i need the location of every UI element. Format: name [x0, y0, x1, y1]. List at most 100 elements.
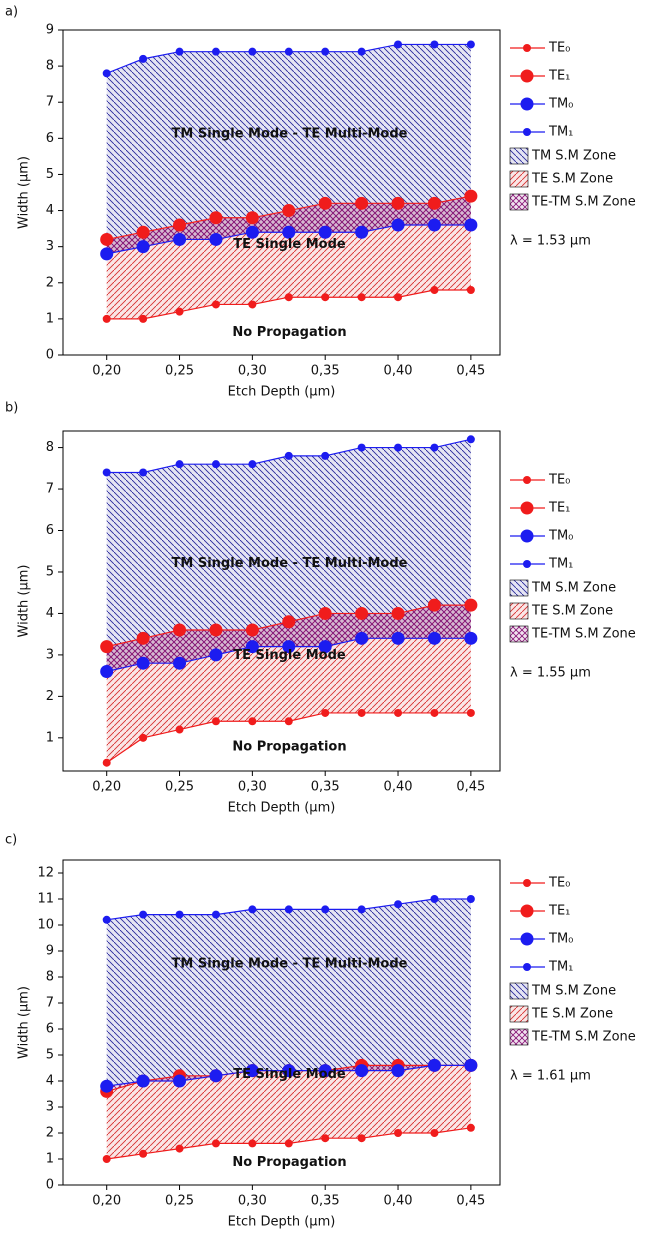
data-point [355, 631, 369, 645]
data-point [248, 47, 257, 56]
wavelength-label: λ = 1.55 µm [510, 666, 591, 681]
data-point [355, 1064, 369, 1078]
x-tick-label: 0,20 [92, 364, 121, 379]
zone-fill [106, 44, 471, 254]
data-point [173, 232, 187, 246]
data-point [321, 905, 330, 914]
data-point [321, 451, 330, 460]
plot-frame [62, 29, 501, 356]
x-tick-label: 0,40 [384, 1194, 413, 1209]
data-point [321, 293, 330, 302]
data-point [248, 1139, 257, 1148]
data-point [318, 640, 332, 654]
x-tick-label: 0,40 [384, 364, 413, 379]
data-point [430, 443, 439, 452]
data-point [284, 47, 293, 56]
data-point [282, 1064, 296, 1078]
data-point [284, 1139, 293, 1148]
data-point [394, 443, 403, 452]
data-point [209, 232, 223, 246]
legend-label: TE₀ [548, 41, 570, 56]
data-point [248, 300, 257, 309]
legend-label: TM₁ [548, 125, 573, 140]
legend-marker [520, 904, 534, 918]
annotation: TM Single Mode - TE Multi-Mode [172, 957, 408, 972]
data-point [211, 47, 220, 56]
y-tick-label: 0 [46, 1178, 54, 1193]
data-point [102, 915, 111, 924]
x-tick-label: 0,40 [384, 780, 413, 795]
annotation: TE Single Mode [233, 1067, 346, 1082]
y-tick-label: 5 [46, 167, 54, 182]
data-point [394, 900, 403, 909]
x-tick-label: 0,25 [165, 364, 194, 379]
data-point [427, 598, 441, 612]
legend-swatch [509, 147, 529, 165]
legend-swatch [509, 579, 529, 597]
data-point [100, 232, 114, 246]
y-tick-label: 1 [46, 311, 54, 326]
annotation: No Propagation [232, 1155, 346, 1170]
legend-marker [520, 97, 534, 111]
data-point [427, 631, 441, 645]
x-tick-label: 0,45 [456, 364, 485, 379]
data-point [209, 623, 223, 637]
legend-swatch [509, 193, 529, 211]
data-point [430, 286, 439, 294]
data-point [430, 40, 439, 49]
data-point [102, 69, 111, 78]
legend-marker [523, 560, 531, 568]
legend-marker [523, 963, 531, 971]
data-point [464, 189, 478, 203]
data-point [391, 631, 405, 645]
legend-label: TE S.M Zone [531, 172, 613, 187]
data-point [102, 314, 111, 323]
legend-marker [520, 932, 534, 946]
data-point [209, 211, 223, 225]
legend-swatch [509, 625, 529, 643]
zone-fill [106, 899, 471, 1087]
data-point [391, 196, 405, 210]
data-point [318, 196, 332, 210]
data-point [175, 460, 184, 469]
legend-label: TE-TM S.M Zone [531, 627, 636, 642]
y-tick-label: 2 [46, 1126, 54, 1141]
y-tick-label: 6 [46, 1022, 54, 1037]
legend-label: TE₁ [548, 904, 570, 919]
zone-fill [106, 1065, 471, 1159]
data-point [139, 314, 148, 323]
data-point [245, 623, 259, 637]
legend-label: TM₀ [548, 932, 573, 947]
data-point [173, 1074, 187, 1088]
data-point [173, 218, 187, 232]
data-point [357, 293, 366, 302]
data-point [394, 1129, 403, 1137]
plot-frame [62, 859, 501, 1186]
data-point [427, 218, 441, 232]
y-tick-label: 6 [46, 131, 54, 146]
x-axis-label: Etch Depth (µm) [228, 1215, 336, 1230]
plot-frame [62, 430, 501, 772]
legend-label: TM₁ [548, 557, 573, 572]
x-tick-label: 0,25 [165, 1194, 194, 1209]
data-point [209, 1069, 223, 1083]
annotation: No Propagation [232, 325, 346, 340]
y-tick-label: 7 [46, 482, 54, 497]
data-point [211, 717, 220, 726]
y-tick-label: 8 [46, 59, 54, 74]
y-tick-label: 2 [46, 689, 54, 704]
data-point [248, 717, 257, 726]
x-tick-label: 0,35 [311, 1194, 340, 1209]
legend-label: TE-TM S.M Zone [531, 195, 636, 210]
data-point [102, 468, 111, 477]
annotation: TE Single Mode [233, 237, 346, 252]
legend-label: TE S.M Zone [531, 1007, 613, 1022]
data-point [102, 1155, 111, 1163]
wavelength-label: λ = 1.61 µm [510, 1069, 591, 1084]
annotation: TM Single Mode - TE Multi-Mode [172, 127, 408, 142]
data-point [430, 1129, 439, 1137]
y-tick-label: 9 [46, 944, 54, 959]
data-point [102, 758, 111, 767]
y-tick-label: 11 [37, 892, 54, 907]
